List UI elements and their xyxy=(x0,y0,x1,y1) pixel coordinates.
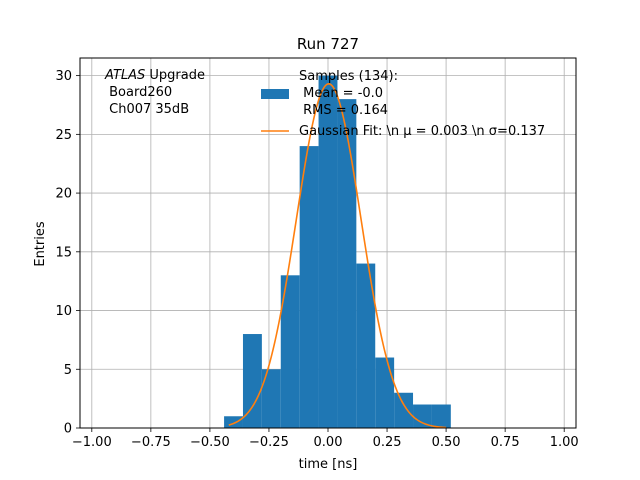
legend-samples-label: Samples (134): xyxy=(299,69,398,84)
annotation-atlas: ATLAS xyxy=(104,68,145,83)
atlas-annotation: ATLAS Upgrade Board260 Ch007 35dB xyxy=(104,68,205,117)
x-tick-label-8: 1.00 xyxy=(550,435,579,450)
annotation-line-3: Ch007 35dB xyxy=(105,102,189,117)
annotation-line-2: Board260 xyxy=(105,85,172,100)
x-tick-label-7: 0.75 xyxy=(491,435,520,450)
x-tick-label-5: 0.25 xyxy=(373,435,402,450)
y-tick-label-2: 10 xyxy=(55,304,72,319)
y-tick-label-5: 25 xyxy=(55,128,72,143)
chart-title: Run 727 xyxy=(297,35,359,53)
x-axis-label: time [ns] xyxy=(299,457,358,472)
legend: Samples (134): Mean = -0.0 RMS = 0.164 G… xyxy=(261,69,545,139)
histogram-bar-1 xyxy=(242,334,262,428)
legend-mean-label: Mean = -0.0 xyxy=(299,86,383,101)
x-tick-label-2: −0.50 xyxy=(190,435,230,450)
x-tick-label-0: −1.00 xyxy=(72,435,112,450)
histogram-bar-8 xyxy=(375,357,395,428)
histogram-bar-2 xyxy=(261,369,281,428)
legend-rms-label: RMS = 0.164 xyxy=(299,103,388,118)
x-tick-label-6: 0.50 xyxy=(432,435,461,450)
y-tick-label-1: 5 xyxy=(64,363,72,378)
histogram-bar-3 xyxy=(280,275,300,428)
annotation-upgrade: Upgrade xyxy=(145,68,205,83)
x-tick-label-1: −0.75 xyxy=(131,435,171,450)
x-axis-ticks: −1.00 −0.75 −0.50 −0.25 0.00 0.25 0.50 0.75 1.00 xyxy=(72,428,579,450)
y-tick-label-4: 20 xyxy=(55,187,72,202)
histogram-bar-0 xyxy=(224,416,243,428)
y-tick-label-0: 0 xyxy=(64,422,72,437)
x-tick-label-4: 0.00 xyxy=(314,435,343,450)
histogram-bar-4 xyxy=(299,146,319,428)
histogram-bar-5 xyxy=(318,75,338,428)
legend-fit-label: Gaussian Fit: \n μ = 0.003 \n σ=0.137 xyxy=(299,124,545,139)
x-tick-label-3: −0.25 xyxy=(249,435,289,450)
histogram-bar-9 xyxy=(394,392,414,428)
histogram-bars xyxy=(224,75,451,428)
histogram-bar-6 xyxy=(337,99,357,428)
legend-histogram-swatch xyxy=(261,89,289,99)
y-tick-label-3: 15 xyxy=(55,245,72,260)
y-axis-label: Entries xyxy=(33,221,48,267)
gaussian-fit-curve xyxy=(228,83,447,429)
y-tick-label-6: 30 xyxy=(55,69,72,84)
annotation-line-1: ATLAS Upgrade xyxy=(104,68,205,83)
histogram-bar-10 xyxy=(413,404,432,428)
histogram-bar-11 xyxy=(431,404,451,428)
y-axis-ticks: 0 5 10 15 20 25 30 xyxy=(55,69,80,437)
histogram-bar-7 xyxy=(356,263,376,428)
